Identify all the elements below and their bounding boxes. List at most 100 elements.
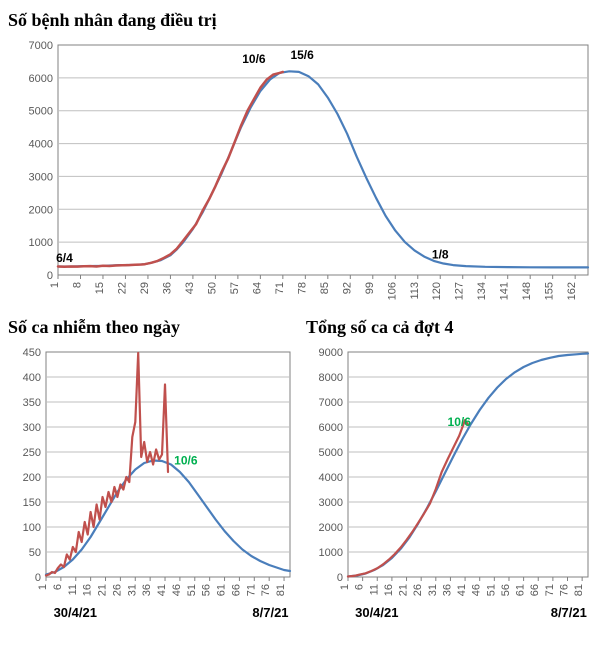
- svg-text:134: 134: [476, 282, 488, 300]
- svg-text:1000: 1000: [319, 547, 343, 559]
- svg-text:113: 113: [409, 282, 421, 300]
- svg-text:16: 16: [82, 584, 94, 596]
- svg-text:10/6: 10/6: [448, 415, 472, 429]
- svg-text:1: 1: [37, 584, 49, 590]
- svg-text:31: 31: [126, 584, 138, 596]
- svg-text:66: 66: [529, 584, 541, 596]
- svg-text:3000: 3000: [319, 497, 343, 509]
- svg-text:71: 71: [544, 584, 556, 596]
- svg-text:6/4: 6/4: [56, 251, 73, 265]
- svg-text:15: 15: [94, 282, 106, 294]
- top-chart-title: Số bệnh nhân đang điều trị: [8, 10, 596, 31]
- svg-text:4000: 4000: [29, 139, 53, 151]
- svg-text:11: 11: [67, 584, 79, 595]
- svg-text:0: 0: [47, 270, 53, 282]
- svg-text:43: 43: [184, 282, 196, 294]
- svg-text:81: 81: [275, 584, 287, 596]
- svg-text:22: 22: [116, 282, 128, 294]
- svg-text:26: 26: [111, 584, 123, 596]
- right-chart-container: Tổng số ca cả đợt 4 0 1000 2000 3000 4000 500…: [306, 315, 596, 642]
- svg-text:30/4/21: 30/4/21: [355, 605, 398, 620]
- svg-text:7000: 7000: [319, 397, 343, 409]
- svg-text:9000: 9000: [319, 347, 343, 359]
- svg-text:7000: 7000: [29, 40, 53, 52]
- bottom-row: Số ca nhiễm theo ngày 0 50 100 150 200 250 300…: [8, 315, 596, 642]
- svg-text:15/6: 15/6: [290, 48, 314, 62]
- svg-text:61: 61: [515, 584, 527, 596]
- svg-text:99: 99: [364, 282, 376, 294]
- svg-text:10/6: 10/6: [174, 454, 198, 468]
- svg-text:1/8: 1/8: [432, 248, 449, 262]
- svg-text:106: 106: [386, 282, 398, 300]
- svg-text:400: 400: [23, 372, 41, 384]
- svg-text:56: 56: [201, 584, 213, 596]
- svg-text:26: 26: [412, 584, 424, 596]
- svg-text:85: 85: [319, 282, 331, 294]
- top-chart: 0100020003000400050006000700018152229364…: [8, 35, 596, 315]
- svg-text:50: 50: [29, 547, 41, 559]
- svg-text:66: 66: [230, 584, 242, 596]
- svg-text:450: 450: [23, 347, 41, 359]
- right-chart-title: Tổng số ca cả đợt 4: [306, 317, 596, 338]
- svg-text:6: 6: [52, 584, 64, 590]
- svg-text:6000: 6000: [29, 73, 53, 85]
- svg-text:57: 57: [229, 282, 241, 294]
- svg-text:71: 71: [274, 282, 286, 294]
- svg-text:92: 92: [341, 282, 353, 294]
- svg-text:200: 200: [23, 472, 41, 484]
- svg-text:64: 64: [251, 282, 263, 294]
- svg-text:6: 6: [354, 584, 366, 590]
- svg-text:10/6: 10/6: [242, 52, 266, 66]
- svg-text:250: 250: [23, 447, 41, 459]
- svg-text:30/4/21: 30/4/21: [54, 605, 97, 620]
- svg-text:76: 76: [559, 584, 571, 596]
- svg-text:2000: 2000: [319, 522, 343, 534]
- svg-text:100: 100: [23, 522, 41, 534]
- svg-text:5000: 5000: [29, 106, 53, 118]
- svg-text:61: 61: [216, 584, 228, 596]
- svg-text:127: 127: [454, 282, 466, 300]
- svg-text:1: 1: [49, 282, 61, 288]
- svg-text:36: 36: [161, 282, 173, 294]
- svg-text:162: 162: [566, 282, 578, 300]
- svg-text:148: 148: [521, 282, 533, 300]
- svg-text:8/7/21: 8/7/21: [551, 605, 587, 620]
- svg-text:36: 36: [141, 584, 153, 596]
- svg-text:120: 120: [431, 282, 443, 300]
- svg-text:8000: 8000: [319, 372, 343, 384]
- svg-text:36: 36: [441, 584, 453, 596]
- svg-text:5000: 5000: [319, 447, 343, 459]
- left-chart-title: Số ca nhiễm theo ngày: [8, 317, 298, 338]
- svg-text:141: 141: [499, 282, 511, 300]
- svg-text:51: 51: [485, 584, 497, 596]
- svg-text:3000: 3000: [29, 171, 53, 183]
- svg-text:1: 1: [339, 584, 351, 590]
- svg-text:1000: 1000: [29, 237, 53, 249]
- svg-text:6000: 6000: [319, 422, 343, 434]
- svg-text:0: 0: [337, 572, 343, 584]
- svg-text:50: 50: [206, 282, 218, 294]
- svg-text:11: 11: [368, 584, 380, 595]
- svg-text:31: 31: [427, 584, 439, 596]
- svg-text:8/7/21: 8/7/21: [252, 605, 288, 620]
- svg-text:300: 300: [23, 422, 41, 434]
- svg-text:76: 76: [260, 584, 272, 596]
- svg-text:8: 8: [71, 282, 83, 288]
- svg-text:0: 0: [35, 572, 41, 584]
- svg-text:46: 46: [171, 584, 183, 596]
- svg-text:4000: 4000: [319, 472, 343, 484]
- svg-text:16: 16: [383, 584, 395, 596]
- svg-text:78: 78: [296, 282, 308, 294]
- svg-text:71: 71: [245, 584, 257, 596]
- left-chart: 0501001502002503003504004501611162126313…: [8, 342, 298, 642]
- svg-text:46: 46: [471, 584, 483, 596]
- svg-text:155: 155: [544, 282, 556, 300]
- svg-text:21: 21: [97, 584, 109, 596]
- svg-text:21: 21: [398, 584, 410, 596]
- svg-text:81: 81: [573, 584, 585, 596]
- left-chart-container: Số ca nhiễm theo ngày 0 50 100 150 200 250 300…: [8, 315, 298, 642]
- svg-text:29: 29: [139, 282, 151, 294]
- svg-text:150: 150: [23, 497, 41, 509]
- svg-text:41: 41: [456, 584, 468, 596]
- svg-text:56: 56: [500, 584, 512, 596]
